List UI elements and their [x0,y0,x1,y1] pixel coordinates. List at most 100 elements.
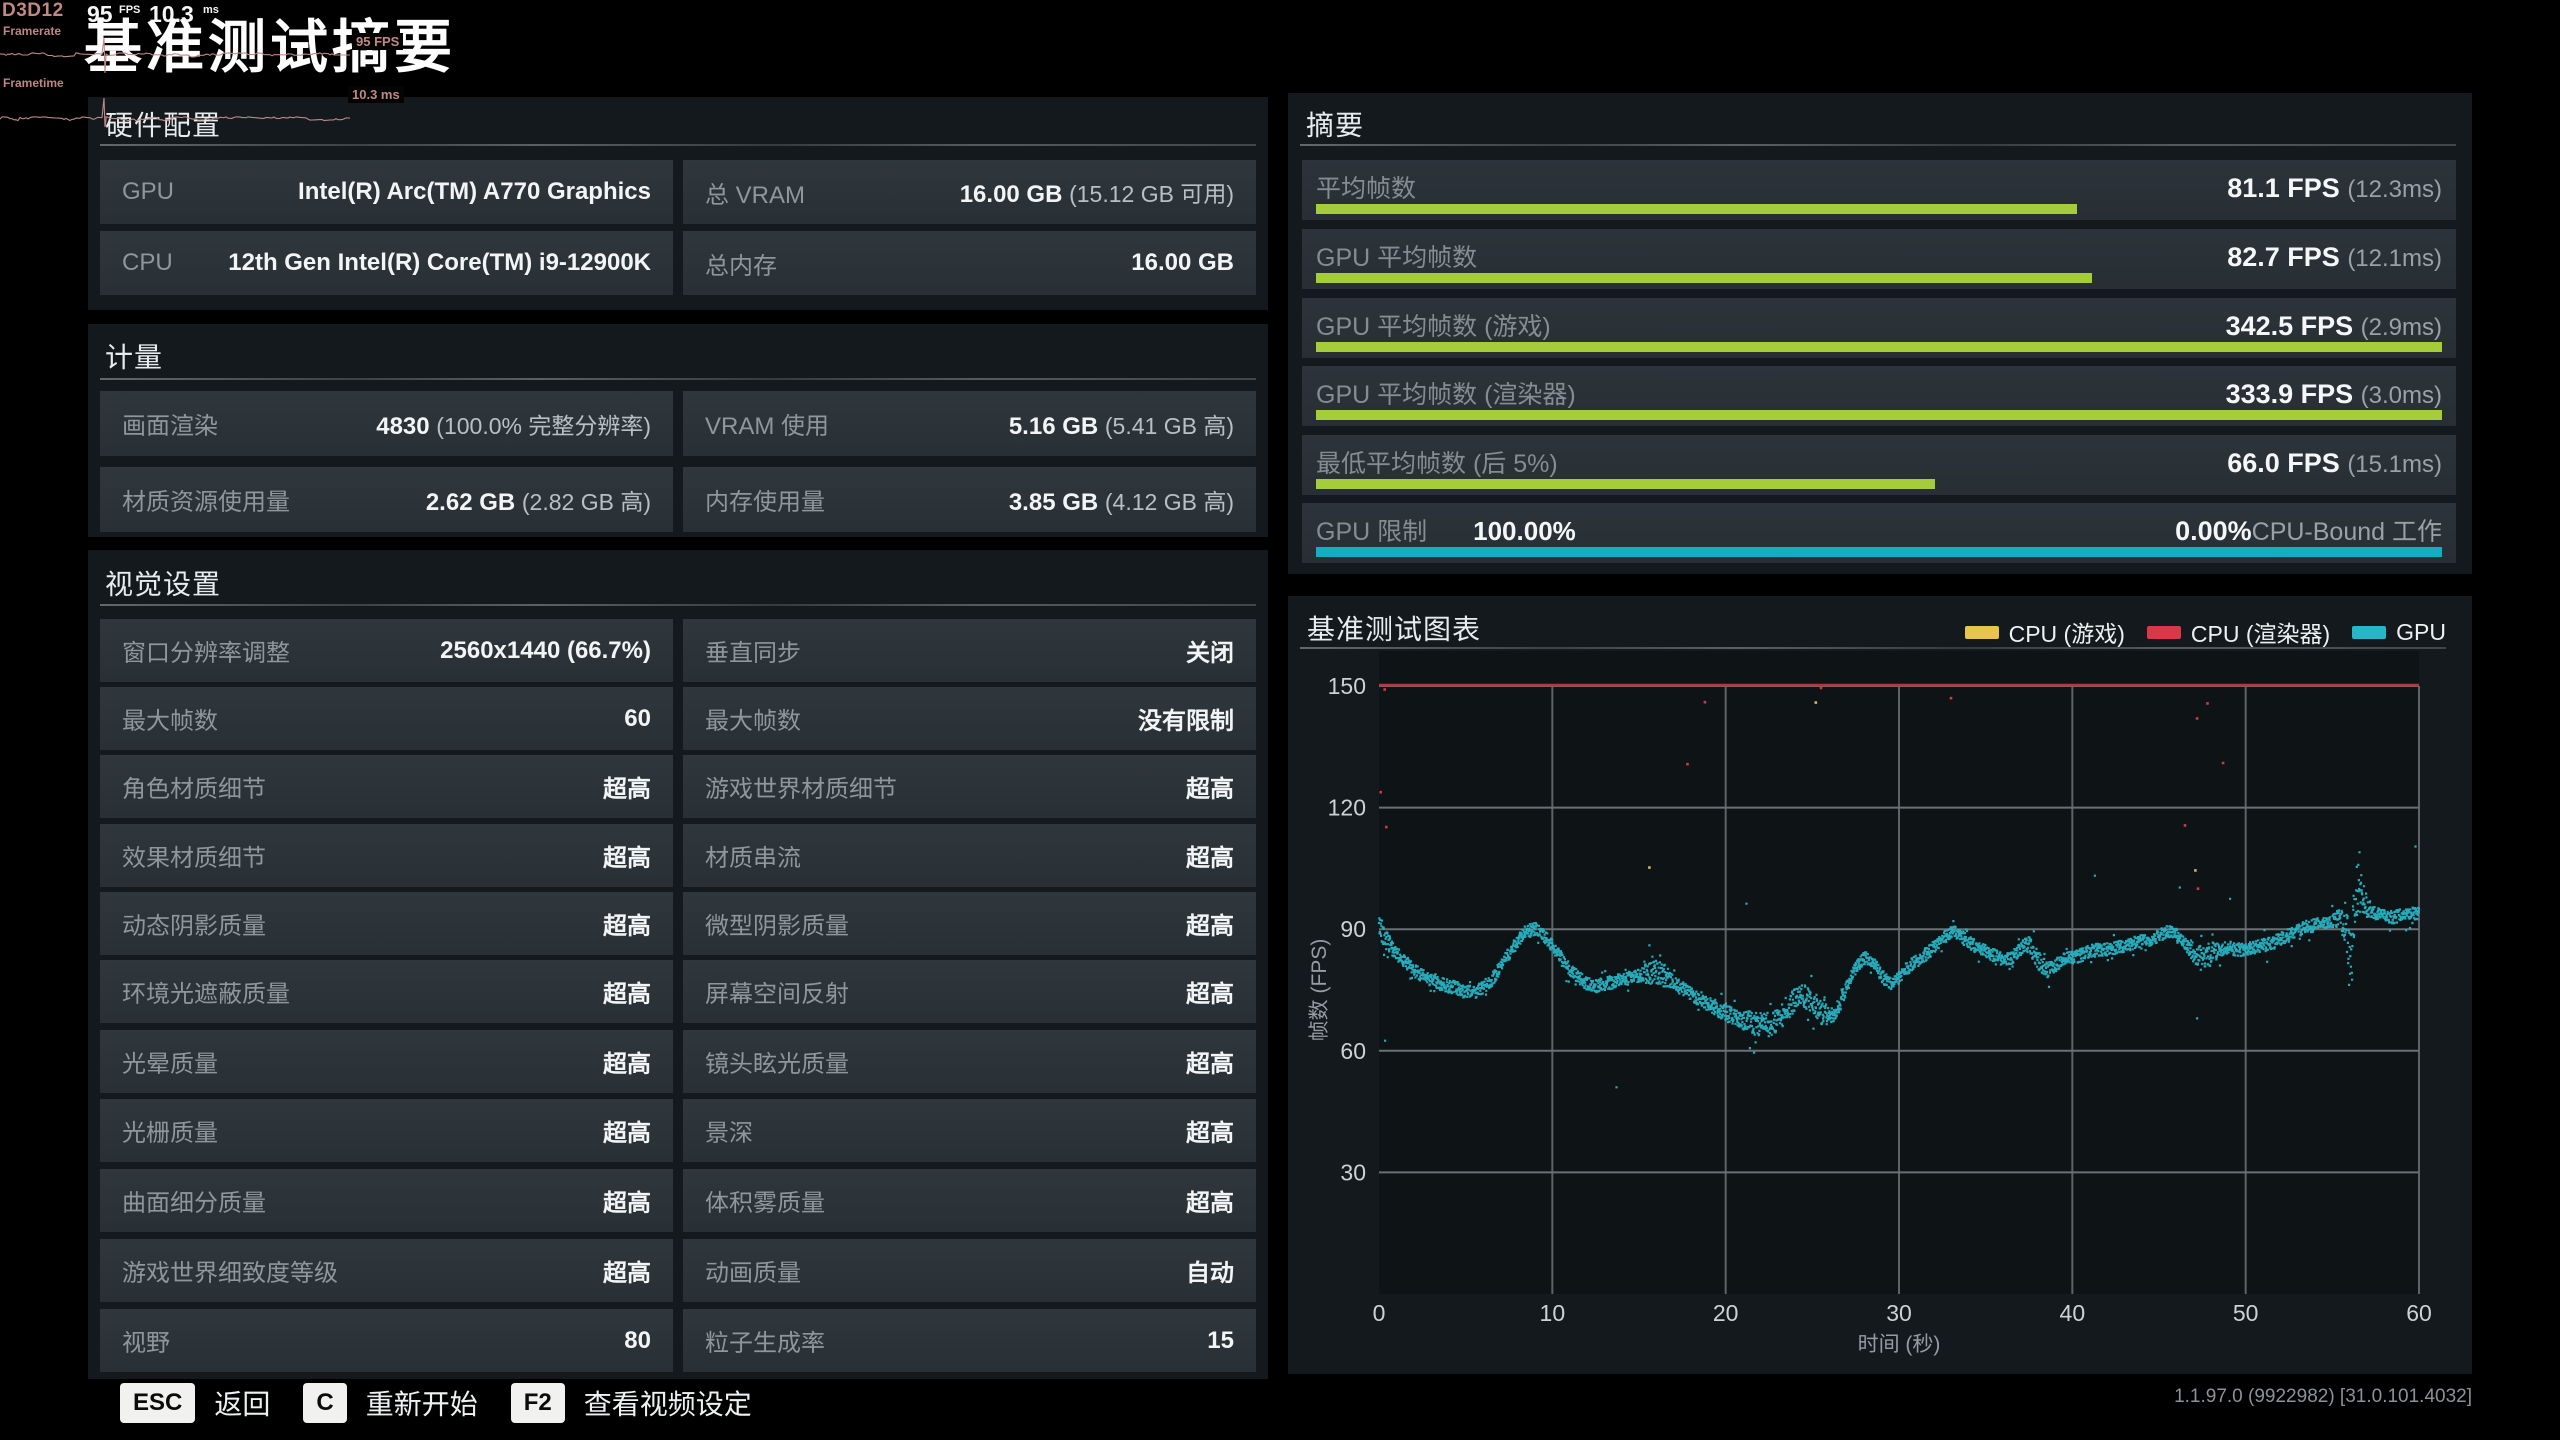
row-label: 体积雾质量 [705,1190,825,1217]
visual-row-volumetric-fog: 体积雾质量 超高 [683,1169,1256,1232]
row-label: 最大帧数 [122,708,218,735]
row-label: GPU 平均帧数 (渲染器) [1316,381,1576,409]
visual-row-bloom-quality: 光晕质量 超高 [100,1030,673,1093]
row-label: 游戏世界细致度等级 [122,1260,338,1287]
row-value: 2560x1440 (66.7%) [440,636,651,664]
svg-text:30: 30 [1886,1300,1912,1326]
visual-row-vsync: 垂直同步 关闭 [683,619,1256,682]
visual-row-framerate-limit-2: 最大帧数 没有限制 [683,687,1256,750]
row-value: 超高 [603,845,651,872]
svg-text:时间 (秒): 时间 (秒) [1858,1333,1941,1356]
row-value: 超高 [603,1120,651,1147]
svg-text:60: 60 [1340,1038,1366,1064]
chart-legend: CPU (游戏) CPU (渲染器) GPU [1964,615,2446,649]
row-label: 景深 [705,1120,753,1147]
row-label: 最低平均帧数 (后 5%) [1316,450,1558,478]
row-value-detail: (15.12 GB 可用) [1069,181,1234,207]
row-value: 超高 [1186,1190,1234,1217]
row-value: 没有限制 [1138,708,1234,735]
fps-bar [1316,273,2092,283]
visual-row-ssr: 屏幕空间反射 超高 [683,960,1256,1023]
row-value-detail: (5.41 GB 高) [1104,412,1234,439]
row-value-detail: (100.0% 完整分辨率) [436,412,651,439]
c-key[interactable]: C [303,1383,347,1423]
svg-text:10: 10 [1540,1300,1566,1326]
row-label: 光晕质量 [122,1051,218,1078]
visual-settings-heading: 视觉设置 [105,569,222,600]
visual-row-animation-quality: 动画质量 自动 [683,1239,1256,1302]
row-label: VRAM 使用 [705,413,830,440]
visual-row-shadow-quality: 动态阴影质量 超高 [100,892,673,955]
row-value: 超高 [603,1260,651,1287]
row-label: 镜头眩光质量 [705,1051,849,1078]
summary-row-gpu-avg-fps-render: GPU 平均帧数 (渲染器) 333.9 FPS (3.0ms) [1302,366,2456,426]
summary-row-low-avg-fps: 最低平均帧数 (后 5%) 66.0 FPS (15.1ms) [1302,435,2456,495]
legend-item-cpu-render: CPU (渲染器) [2146,615,2330,649]
fps-bar [1316,342,2442,352]
bar-track [1316,342,2442,352]
visual-settings-divider [100,604,1256,606]
row-label: 曲面细分质量 [122,1190,266,1217]
hint-restart[interactable]: C 重新开始 [303,1383,478,1423]
metrics-row-render: 画面渲染 4830 (100.0% 完整分辨率) [100,391,673,456]
hint-label: 查看视频设定 [583,1389,752,1420]
row-label: 粒子生成率 [705,1330,825,1357]
row-label: 平均帧数 [1316,175,1417,203]
hardware-divider [100,144,1256,146]
hint-back[interactable]: ESC 返回 [120,1383,270,1423]
row-value: Intel(R) Arc(TM) A770 Graphics [298,178,651,205]
row-value: 5.16 GB (5.41 GB 高) [1008,412,1234,440]
row-value: 4830 (100.0% 完整分辨率) [376,412,651,440]
legend-item-gpu: GPU [2352,619,2446,646]
metrics-row-memory-usage: 内存使用量 3.85 GB (4.12 GB 高) [683,467,1256,532]
hardware-row-memory: 总内存 16.00 GB [683,231,1256,295]
summary-heading: 摘要 [1306,110,1365,141]
hardware-row-cpu: CPU 12th Gen Intel(R) Core(TM) i9-12900K [100,231,673,295]
visual-row-lens-flare: 镜头眩光质量 超高 [683,1030,1256,1093]
row-label: 窗口分辨率调整 [122,640,290,667]
row-label: CPU [122,249,173,276]
overlay-api-label: D3D12 [2,0,64,21]
row-value-detail: (2.82 GB 高) [521,488,651,515]
cpu-bound-value: 0.00%CPU-Bound 工作 [2175,516,2442,546]
row-value: 超高 [1186,776,1234,803]
visual-row-character-texture: 角色材质细节 超高 [100,755,673,818]
visual-row-world-lod: 游戏世界细致度等级 超高 [100,1239,673,1302]
bar-track [1316,204,2442,214]
summary-row-gpu-limit: GPU 限制 100.00% 0.00%CPU-Bound 工作 [1302,503,2456,563]
metrics-divider [100,378,1256,380]
visual-row-tessellation: 曲面细分质量 超高 [100,1169,673,1232]
gpu-limit-bar [1316,547,2442,557]
row-label: GPU 平均帧数 (游戏) [1316,313,1551,341]
version-text: 1.1.97.0 (9922982) [31.0.101.4032] [2174,1386,2472,1407]
fps-bar [1316,410,2442,420]
row-label: 动画质量 [705,1260,801,1287]
visual-row-resolution-scaling: 窗口分辨率调整 2560x1440 (66.7%) [100,619,673,682]
row-value: 超高 [603,776,651,803]
svg-text:150: 150 [1328,673,1366,699]
row-label: GPU 平均帧数 [1316,244,1478,272]
row-value: 超高 [1186,1120,1234,1147]
row-value: 15 [1207,1326,1234,1354]
svg-text:帧数 (FPS): 帧数 (FPS) [1308,939,1331,1042]
row-label: 环境光遮蔽质量 [122,981,290,1008]
footer-hints: ESC 返回 C 重新开始 F2 查看视频设定 [120,1383,752,1423]
chart-divider [1300,647,2446,649]
f2-key[interactable]: F2 [510,1383,565,1423]
row-value: 超高 [603,981,651,1008]
row-value: 342.5 FPS (2.9ms) [2225,311,2442,341]
row-value-ms: (15.1ms) [2347,451,2442,478]
row-value: 超高 [603,1190,651,1217]
hint-video-settings[interactable]: F2 查看视频设定 [510,1383,752,1423]
esc-key[interactable]: ESC [120,1383,196,1423]
row-label: GPU 限制 [1316,518,1428,546]
metrics-heading: 计量 [105,342,164,373]
summary-row-avg-fps: 平均帧数 81.1 FPS (12.3ms) [1302,160,2456,220]
row-label: 动态阴影质量 [122,913,266,940]
row-label: 游戏世界材质细节 [705,776,897,803]
summary-row-gpu-avg-fps-game: GPU 平均帧数 (游戏) 342.5 FPS (2.9ms) [1302,298,2456,358]
overlay-framerate-label: Framerate [3,24,62,38]
visual-row-effects-texture: 效果材质细节 超高 [100,824,673,887]
row-value: 12th Gen Intel(R) Core(TM) i9-12900K [228,249,651,276]
hardware-row-gpu: GPU Intel(R) Arc(TM) A770 Graphics [100,160,673,224]
